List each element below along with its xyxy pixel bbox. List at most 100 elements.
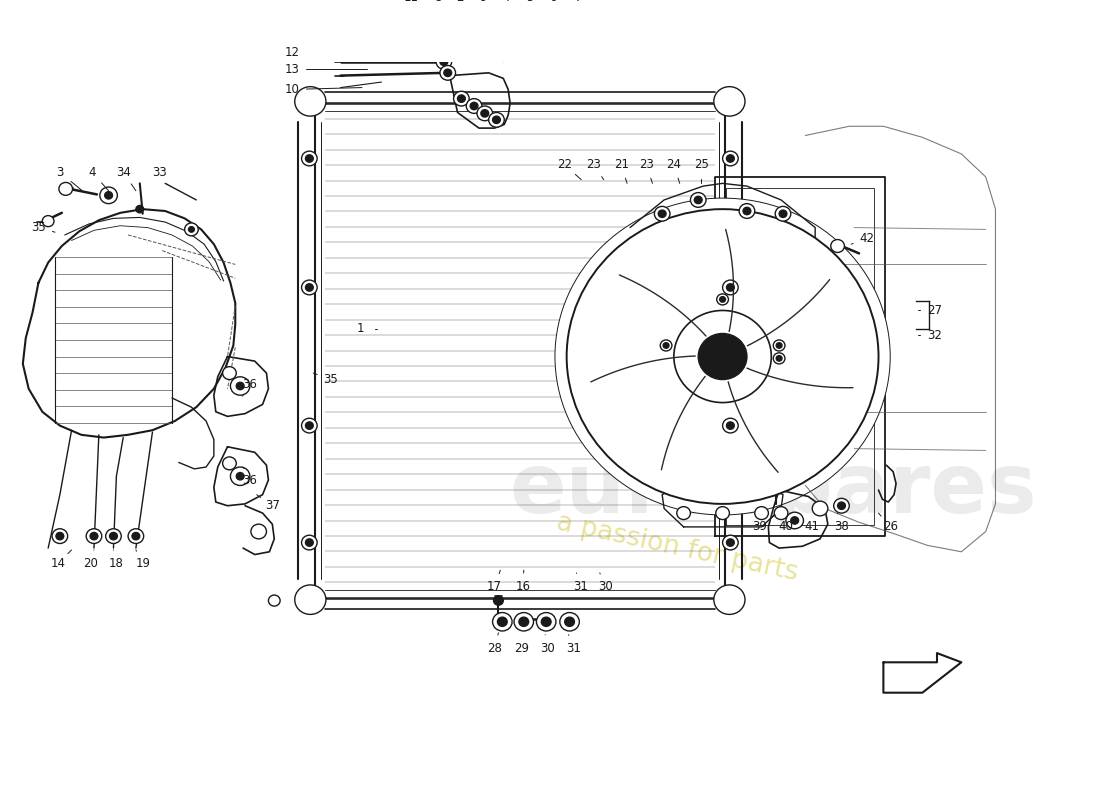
Text: 35: 35	[323, 373, 338, 386]
Circle shape	[481, 110, 488, 117]
Circle shape	[560, 613, 580, 631]
Text: 6: 6	[549, 0, 557, 4]
Circle shape	[834, 498, 849, 513]
Text: 2: 2	[455, 0, 463, 4]
Text: 10: 10	[285, 83, 299, 96]
Circle shape	[106, 529, 121, 543]
Text: 13: 13	[285, 62, 299, 76]
Circle shape	[493, 116, 500, 123]
Circle shape	[136, 206, 144, 213]
Circle shape	[301, 535, 317, 550]
Circle shape	[306, 284, 313, 291]
Text: 41: 41	[805, 521, 820, 534]
Circle shape	[306, 422, 313, 430]
Circle shape	[519, 617, 529, 626]
Text: a passion for parts: a passion for parts	[553, 510, 800, 586]
Circle shape	[658, 210, 667, 218]
Text: 22: 22	[558, 158, 572, 171]
Circle shape	[494, 596, 504, 605]
Circle shape	[537, 613, 556, 631]
Circle shape	[726, 284, 735, 291]
Circle shape	[295, 86, 326, 116]
Circle shape	[726, 539, 735, 546]
Circle shape	[470, 102, 478, 110]
Text: 20: 20	[84, 558, 99, 570]
Circle shape	[301, 418, 317, 433]
Circle shape	[676, 506, 691, 519]
Text: 36: 36	[242, 474, 257, 487]
Text: 18: 18	[109, 558, 124, 570]
Circle shape	[222, 457, 236, 470]
Circle shape	[444, 69, 452, 77]
Text: 31: 31	[566, 642, 581, 655]
Circle shape	[52, 529, 68, 543]
Circle shape	[694, 196, 702, 204]
Text: eurospares: eurospares	[509, 449, 1037, 530]
Circle shape	[466, 98, 482, 114]
Text: 21: 21	[614, 158, 629, 171]
Circle shape	[306, 539, 313, 546]
Text: 17: 17	[487, 580, 502, 594]
Text: 14: 14	[51, 558, 65, 570]
Circle shape	[744, 207, 751, 214]
Circle shape	[222, 366, 236, 379]
Circle shape	[230, 467, 250, 486]
Circle shape	[100, 187, 118, 204]
Circle shape	[236, 382, 244, 390]
Circle shape	[714, 86, 745, 116]
Circle shape	[755, 506, 769, 519]
Circle shape	[86, 529, 102, 543]
Text: 36: 36	[242, 378, 257, 390]
Circle shape	[726, 155, 735, 162]
Circle shape	[42, 216, 54, 226]
Circle shape	[777, 355, 782, 361]
Circle shape	[674, 310, 771, 402]
Circle shape	[541, 617, 551, 626]
Circle shape	[268, 595, 280, 606]
Circle shape	[230, 377, 250, 395]
Text: 28: 28	[487, 642, 502, 655]
Circle shape	[453, 91, 470, 106]
Text: 5: 5	[526, 0, 534, 4]
Circle shape	[301, 151, 317, 166]
Circle shape	[56, 533, 64, 540]
Circle shape	[691, 193, 706, 207]
Text: 1: 1	[356, 322, 364, 335]
Circle shape	[726, 422, 735, 430]
Text: 26: 26	[882, 521, 898, 534]
Text: 16: 16	[515, 580, 530, 594]
Circle shape	[723, 535, 738, 550]
Wedge shape	[686, 223, 850, 357]
Circle shape	[497, 617, 507, 626]
Circle shape	[128, 529, 144, 543]
Circle shape	[837, 502, 846, 510]
Circle shape	[458, 95, 465, 102]
Text: 29: 29	[515, 642, 529, 655]
Circle shape	[132, 533, 140, 540]
Text: 32: 32	[927, 329, 943, 342]
Circle shape	[104, 192, 112, 199]
Text: 7: 7	[574, 0, 582, 4]
Circle shape	[440, 58, 448, 66]
Polygon shape	[883, 653, 961, 693]
Text: 39: 39	[752, 521, 767, 534]
Text: 4: 4	[503, 0, 510, 4]
Text: 8: 8	[434, 0, 442, 4]
Text: 35: 35	[31, 221, 46, 234]
Text: 3: 3	[56, 166, 64, 179]
Circle shape	[660, 340, 672, 351]
Circle shape	[110, 533, 118, 540]
Circle shape	[777, 342, 782, 348]
Text: 23: 23	[586, 158, 602, 171]
Circle shape	[301, 280, 317, 295]
Text: 31: 31	[573, 580, 587, 594]
Circle shape	[514, 613, 534, 631]
Circle shape	[564, 617, 574, 626]
Circle shape	[723, 418, 738, 433]
Circle shape	[488, 113, 504, 127]
Text: 38: 38	[834, 521, 849, 534]
Circle shape	[306, 155, 313, 162]
Text: 19: 19	[135, 558, 151, 570]
Circle shape	[663, 342, 669, 348]
Circle shape	[791, 517, 799, 524]
